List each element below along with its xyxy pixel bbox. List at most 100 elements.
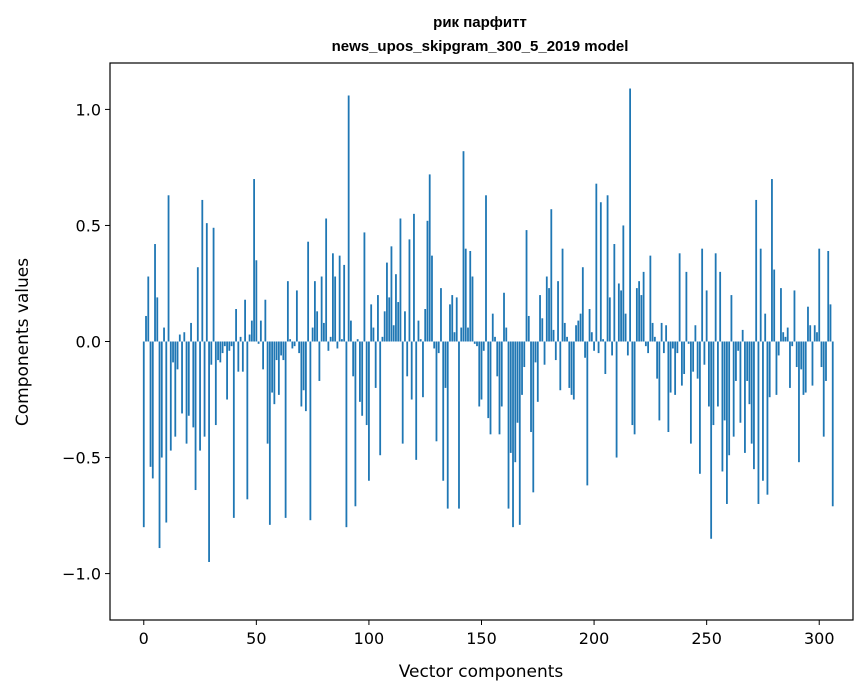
bar-100 bbox=[368, 341, 370, 481]
bar-191 bbox=[572, 341, 575, 400]
bar-286 bbox=[786, 327, 789, 342]
bar-174 bbox=[534, 341, 537, 363]
bar-249 bbox=[703, 341, 706, 365]
bar-193 bbox=[577, 320, 580, 342]
bar-181 bbox=[550, 209, 553, 342]
bar-88 bbox=[341, 339, 343, 342]
bar-115 bbox=[401, 341, 404, 444]
bar-74 bbox=[309, 341, 312, 521]
bar-83 bbox=[329, 336, 332, 342]
bar-62 bbox=[282, 341, 285, 361]
bar-80 bbox=[322, 322, 325, 342]
bar-120 bbox=[413, 213, 415, 342]
bar-57 bbox=[271, 341, 274, 393]
bar-211 bbox=[617, 283, 620, 342]
bar-292 bbox=[800, 341, 803, 370]
bar-99 bbox=[365, 341, 368, 426]
bar-78 bbox=[318, 341, 321, 381]
bar-139 bbox=[455, 297, 458, 342]
bar-297 bbox=[811, 341, 814, 386]
bar-111 bbox=[392, 325, 395, 342]
bar-5 bbox=[154, 244, 156, 342]
bar-163 bbox=[509, 341, 512, 453]
bar-82 bbox=[327, 341, 330, 351]
bar-61 bbox=[280, 341, 283, 356]
bar-254 bbox=[714, 253, 717, 342]
bar-125 bbox=[424, 309, 427, 342]
bar-124 bbox=[422, 341, 424, 398]
bar-302 bbox=[822, 341, 825, 437]
bar-71 bbox=[302, 341, 305, 391]
bar-42 bbox=[237, 341, 240, 372]
bar-32 bbox=[214, 341, 217, 426]
bar-86 bbox=[336, 341, 339, 349]
bar-241 bbox=[685, 271, 688, 342]
bar-77 bbox=[316, 311, 319, 342]
bar-252 bbox=[710, 341, 713, 539]
bar-270 bbox=[750, 341, 753, 444]
bar-197 bbox=[586, 341, 589, 486]
x-tick-label: 250 bbox=[691, 629, 722, 648]
bar-144 bbox=[467, 327, 469, 342]
bar-127 bbox=[428, 174, 431, 342]
bar-166 bbox=[516, 341, 519, 423]
bar-169 bbox=[523, 341, 526, 368]
bar-209 bbox=[613, 244, 616, 342]
bar-239 bbox=[680, 341, 683, 386]
bar-24 bbox=[196, 267, 199, 342]
x-tick-label: 150 bbox=[466, 629, 497, 648]
bar-279 bbox=[771, 179, 773, 342]
bar-35 bbox=[221, 341, 224, 354]
bar-264 bbox=[737, 341, 740, 351]
bar-276 bbox=[764, 313, 767, 342]
bar-238 bbox=[678, 253, 681, 342]
bar-205 bbox=[604, 341, 607, 374]
bar-293 bbox=[802, 341, 805, 395]
bar-113 bbox=[397, 302, 400, 342]
bar-39 bbox=[230, 341, 233, 347]
bar-153 bbox=[487, 341, 490, 419]
bar-0 bbox=[142, 341, 145, 528]
bar-37 bbox=[226, 341, 228, 400]
bar-143 bbox=[464, 248, 467, 342]
bar-146 bbox=[471, 276, 474, 342]
bar-180 bbox=[548, 288, 550, 342]
bar-210 bbox=[615, 341, 618, 458]
bar-217 bbox=[631, 341, 634, 426]
bar-103 bbox=[374, 341, 377, 388]
bar-41 bbox=[235, 309, 237, 342]
bar-133 bbox=[442, 341, 445, 481]
bar-260 bbox=[728, 341, 731, 456]
bar-105 bbox=[379, 341, 382, 456]
x-tick-label: 300 bbox=[804, 629, 835, 648]
bar-184 bbox=[557, 281, 559, 342]
bar-262 bbox=[732, 341, 735, 437]
x-tick-label: 50 bbox=[246, 629, 266, 648]
bar-275 bbox=[762, 341, 764, 481]
y-tick-label: 1.0 bbox=[76, 100, 101, 119]
bar-213 bbox=[622, 225, 625, 342]
bar-235 bbox=[671, 341, 674, 349]
bar-242 bbox=[687, 341, 690, 344]
bar-154 bbox=[489, 341, 492, 435]
bar-280 bbox=[773, 269, 776, 342]
bar-281 bbox=[775, 341, 778, 395]
bar-301 bbox=[820, 341, 823, 368]
bar-258 bbox=[723, 341, 726, 421]
bar-203 bbox=[599, 202, 602, 342]
bar-212 bbox=[620, 290, 622, 342]
bar-2 bbox=[147, 276, 150, 342]
bar-46 bbox=[246, 341, 249, 500]
bar-222 bbox=[642, 271, 645, 342]
bar-142 bbox=[462, 151, 465, 342]
bar-158 bbox=[498, 341, 501, 435]
bar-295 bbox=[807, 306, 809, 342]
bar-48 bbox=[250, 320, 253, 342]
bar-135 bbox=[446, 341, 449, 509]
bar-189 bbox=[568, 341, 571, 388]
bar-296 bbox=[809, 325, 812, 342]
bar-271 bbox=[753, 341, 755, 470]
bar-248 bbox=[701, 248, 704, 342]
bar-66 bbox=[291, 341, 294, 349]
bar-101 bbox=[370, 304, 373, 342]
